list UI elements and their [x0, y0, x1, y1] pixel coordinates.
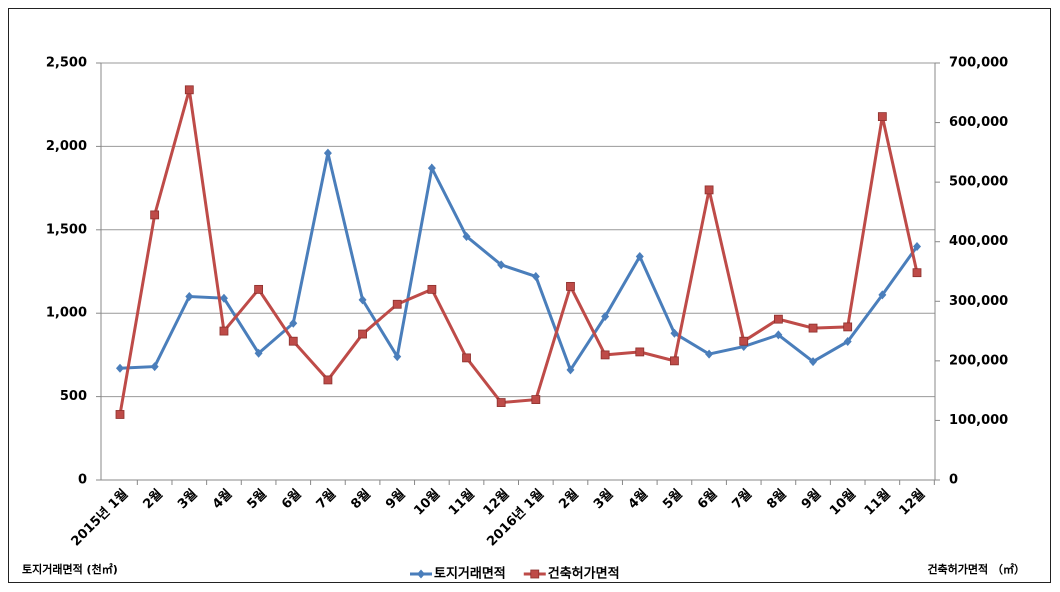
marker: [566, 365, 575, 375]
marker: [774, 330, 783, 340]
marker: [913, 241, 921, 251]
marker: [877, 112, 887, 122]
marker: [323, 375, 333, 385]
y-tick-label: 2,000: [46, 139, 87, 154]
marker: [496, 398, 506, 407]
marker: [150, 210, 160, 220]
marker: [531, 395, 541, 404]
chart-frame: [8, 8, 1051, 583]
y-tick-label: 500: [60, 389, 87, 404]
y-tick-label: 1,500: [46, 222, 87, 237]
marker: [600, 350, 610, 360]
y-tick-label: 1,000: [46, 306, 87, 321]
marker: [323, 148, 332, 158]
y2-axis-label: 건축허가면적 （㎡）: [927, 562, 1025, 576]
marker: [358, 295, 367, 305]
y-tick-label: 2,500: [46, 56, 87, 71]
marker: [912, 268, 922, 278]
y2-tick-label: 300,000: [949, 294, 1008, 309]
marker: [878, 290, 887, 300]
series-line: [119, 152, 919, 374]
y2-tick-label: 200,000: [949, 353, 1008, 368]
marker: [254, 284, 264, 294]
marker: [497, 260, 506, 270]
y2-tick-label: 100,000: [949, 413, 1008, 428]
y2-tick-label: 0: [949, 473, 958, 488]
marker: [670, 356, 679, 366]
marker: [704, 185, 714, 195]
marker: [392, 299, 402, 309]
marker: [462, 353, 471, 363]
marker: [116, 363, 124, 373]
marker: [417, 569, 425, 579]
marker: [808, 323, 818, 333]
marker: [289, 318, 298, 328]
y2-tick-label: 700,000: [949, 56, 1008, 71]
marker: [427, 284, 437, 294]
marker: [566, 281, 575, 291]
marker: [184, 85, 194, 95]
marker: [843, 322, 853, 332]
marker: [393, 352, 402, 362]
marker: [843, 337, 852, 347]
marker: [358, 329, 367, 339]
marker: [462, 231, 471, 241]
y2-tick-label: 600,000: [949, 115, 1008, 130]
marker: [601, 312, 610, 322]
marker: [150, 362, 159, 372]
marker: [254, 348, 263, 358]
y-tick-label: 0: [78, 473, 87, 488]
series-line: [118, 89, 919, 415]
legend-label: 토지거래면적: [434, 566, 506, 582]
marker: [670, 328, 679, 338]
marker: [705, 349, 714, 359]
y2-tick-label: 500,000: [949, 175, 1008, 190]
marker: [635, 251, 644, 261]
y2-tick-label: 400,000: [949, 234, 1008, 249]
y-axis-label: 토지거래면적 (천㎡): [22, 562, 118, 576]
marker: [185, 292, 194, 302]
marker: [288, 336, 298, 346]
marker: [219, 326, 229, 336]
marker: [809, 357, 818, 367]
marker: [635, 347, 645, 357]
marker: [427, 163, 436, 173]
marker: [531, 272, 540, 282]
legend-label: 건축허가면적: [548, 566, 620, 582]
marker: [739, 336, 749, 346]
marker: [773, 314, 783, 324]
marker: [219, 293, 228, 303]
marker: [530, 569, 540, 579]
marker: [115, 410, 125, 419]
